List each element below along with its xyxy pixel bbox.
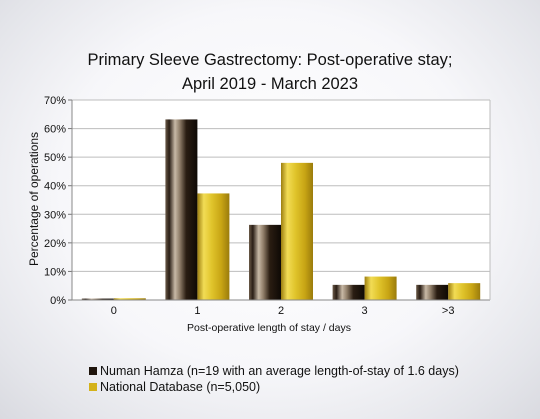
bar-numan-hamza-1	[165, 119, 198, 300]
legend-swatch-dark	[89, 367, 97, 375]
bars-group	[81, 119, 481, 300]
y-axis-label: Percentage of operations	[27, 132, 41, 266]
bar-numan-hamza-0	[81, 298, 114, 300]
legend-label: National Database (n=5,050)	[100, 380, 261, 394]
y-tick-label: 60%	[44, 124, 66, 136]
bar-national-database-0	[113, 298, 146, 300]
bar-national-database-3	[364, 276, 397, 300]
bar-numan-hamza-4	[416, 284, 449, 300]
x-axis-label: Post-operative length of stay / days	[187, 322, 351, 334]
chart-title-line-2: April 2019 - March 2023	[181, 75, 359, 93]
bar-national-database-4	[448, 283, 481, 300]
tick-labels-group: 0% 10% 20% 30% 40% 50% 60% 70% 0 1 2 3 >3	[44, 95, 455, 317]
y-tick-label: 70%	[44, 95, 66, 107]
x-tick-label: 1	[194, 305, 200, 317]
axes-group	[68, 99, 491, 301]
y-tick-label: 50%	[44, 152, 66, 164]
y-tick-label: 10%	[44, 266, 66, 278]
y-tick-label: 20%	[44, 238, 66, 250]
bar-national-database-1	[197, 193, 230, 300]
y-tick-label: 0%	[50, 295, 66, 307]
y-tick-label: 40%	[44, 181, 66, 193]
x-tick-label: 2	[278, 305, 284, 317]
bar-numan-hamza-3	[332, 284, 365, 300]
chart-title-line-1: Primary Sleeve Gastrectomy: Post-operati…	[87, 51, 453, 69]
legend-item-national-database: National Database (n=5,050)	[89, 379, 260, 395]
bar-national-database-2	[281, 162, 313, 300]
x-tick-label: 0	[111, 305, 117, 317]
y-tick-label: 30%	[44, 209, 66, 221]
bar-numan-hamza-2	[249, 224, 281, 300]
x-tick-label: 3	[362, 305, 368, 317]
legend-swatch-gold	[89, 383, 97, 391]
legend-label: Numan Hamza (n=19 with an average length…	[100, 364, 459, 378]
legend-item-numan-hamza: Numan Hamza (n=19 with an average length…	[89, 363, 459, 379]
x-tick-label: >3	[442, 305, 455, 317]
